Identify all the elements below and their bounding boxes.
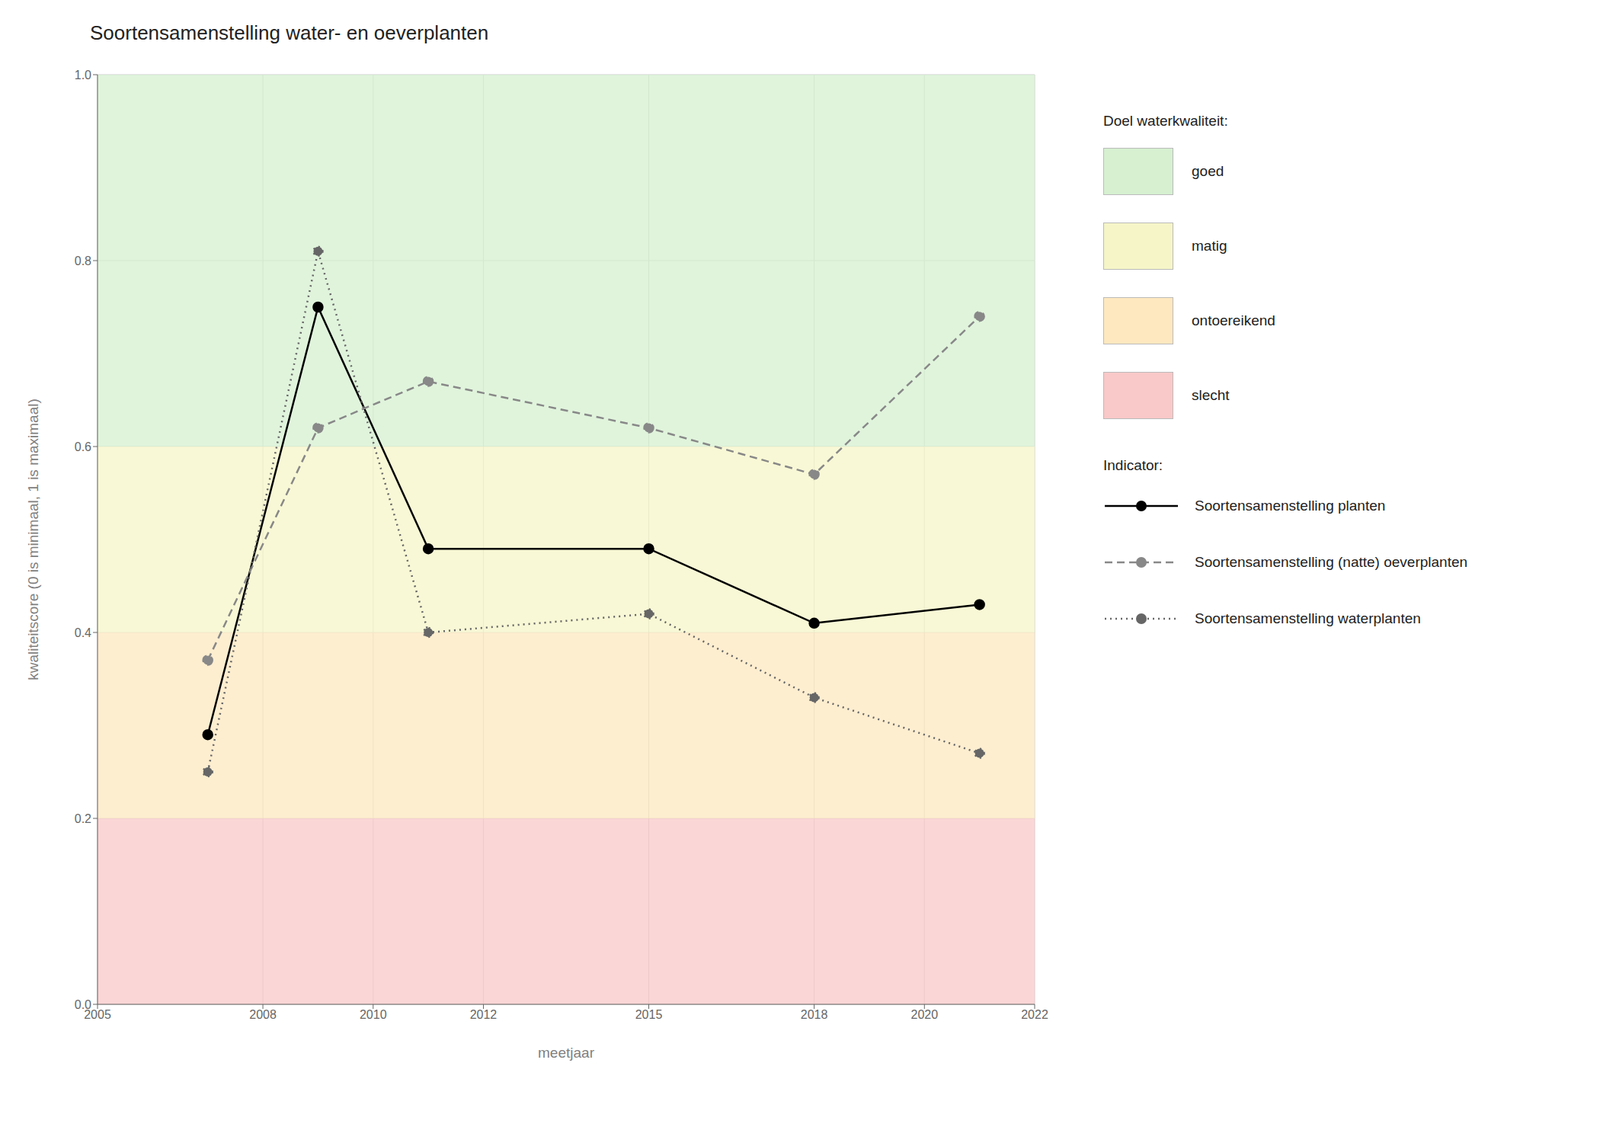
svg-text:1.0: 1.0 xyxy=(74,68,92,82)
svg-text:2012: 2012 xyxy=(470,1008,498,1021)
html-text:Soortensamenstelling waterplan: Soortensamenstelling waterplanten xyxy=(1194,610,1421,627)
html-text:ontoereikend: ontoereikend xyxy=(1191,312,1276,329)
html-text:Soortensamenstelling water- en: Soortensamenstelling water- en oeverplan… xyxy=(89,21,489,45)
svg-text:0.2: 0.2 xyxy=(74,812,92,826)
html-text:Soortensamenstelling (natte) o: Soortensamenstelling (natte) oeverplante… xyxy=(1194,553,1468,570)
svg-text:0.4: 0.4 xyxy=(74,626,92,640)
html-text:slecht: slecht xyxy=(1191,387,1230,404)
svg-text:2018: 2018 xyxy=(800,1008,829,1021)
svg-text:meetjaar: meetjaar xyxy=(537,1044,596,1061)
html-text:Doel waterkwaliteit:: Doel waterkwaliteit: xyxy=(1103,112,1228,129)
svg-text:0.6: 0.6 xyxy=(74,440,92,454)
svg-text:2008: 2008 xyxy=(249,1008,277,1021)
html-text:Soortensamenstelling planten: Soortensamenstelling planten xyxy=(1194,497,1386,514)
svg-text:0.0: 0.0 xyxy=(74,998,92,1012)
html-text:matig: matig xyxy=(1191,237,1228,254)
svg-text:kwaliteitscore (0 is minimaal,: kwaliteitscore (0 is minimaal, 1 is maxi… xyxy=(25,398,42,681)
svg-text:2005: 2005 xyxy=(83,1008,112,1022)
svg-text:2015: 2015 xyxy=(635,1008,663,1021)
html-text:goed: goed xyxy=(1191,163,1224,180)
svg-text:2020: 2020 xyxy=(910,1008,938,1021)
svg-text:2010: 2010 xyxy=(359,1008,388,1021)
svg-text:0.8: 0.8 xyxy=(74,254,92,268)
svg-text:2022: 2022 xyxy=(1020,1008,1049,1021)
html-text:Indicator:: Indicator: xyxy=(1103,457,1163,474)
